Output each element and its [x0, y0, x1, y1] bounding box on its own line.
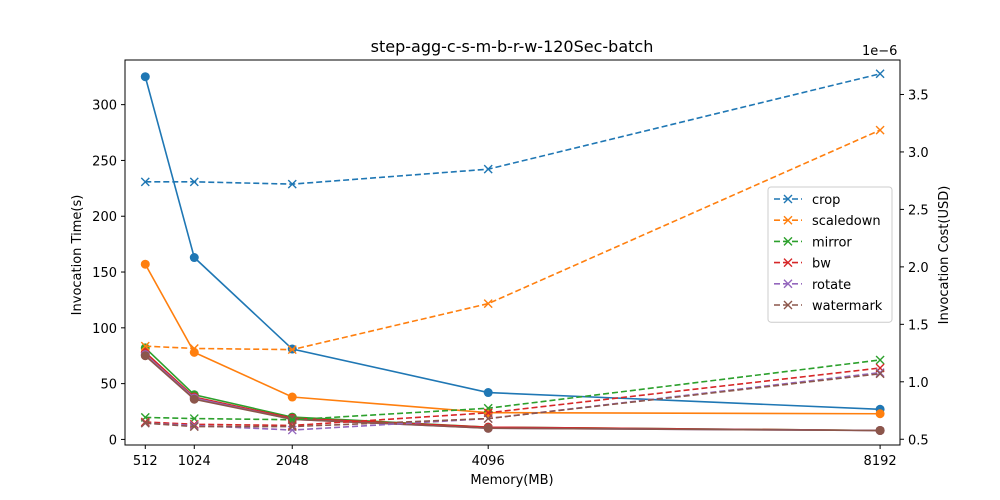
right-y-tick-label: 2.5: [908, 203, 929, 218]
legend-marker-crop: [783, 194, 793, 204]
right-y-axis-label: Invocation Cost(USD): [937, 186, 952, 325]
time-point-crop: [189, 253, 199, 263]
cost-point-scaledown: [483, 299, 493, 309]
legend-marker-rotate: [783, 279, 793, 289]
time-point-watermark: [875, 425, 885, 435]
right-y-tick-label: 1.5: [908, 318, 929, 333]
cost-point-crop: [483, 164, 493, 174]
left-y-tick-label: 150: [92, 266, 117, 281]
legend-label-scaledown: scaledown: [812, 214, 881, 229]
right-y-tick-label: 3.5: [908, 88, 929, 103]
cost-point-watermark: [483, 414, 493, 424]
cost-series-line-bw: [145, 367, 881, 427]
cost-point-crop: [140, 177, 150, 187]
time-point-crop: [140, 72, 150, 82]
x-tick-label: 8192: [864, 454, 897, 469]
plot-frame: [124, 59, 901, 446]
legend-label-watermark: watermark: [812, 299, 883, 314]
left-y-tick-label: 0: [109, 433, 117, 448]
time-point-scaledown: [875, 409, 885, 419]
chart-title: step-agg-c-s-m-b-r-w-120Sec-batch: [371, 37, 654, 56]
x-tick-label: 2048: [276, 454, 309, 469]
cost-point-scaledown: [140, 341, 150, 351]
left-y-axis-label: Invocation Time(s): [70, 195, 85, 316]
cost-point-watermark: [287, 422, 297, 432]
legend: crop scaledown mirror bw rotate watermark: [767, 186, 893, 323]
cost-point-scaledown: [287, 345, 297, 355]
cost-point-watermark: [875, 369, 885, 379]
legend-box: [767, 186, 893, 323]
right-y-tick-label: 3.0: [908, 146, 929, 161]
left-y-tick-label: 100: [92, 322, 117, 337]
time-series-line-mirror: [144, 347, 881, 432]
cost-point-crop: [287, 179, 297, 189]
left-y-tick-label: 300: [92, 99, 117, 114]
cost-point-rotate: [875, 368, 885, 378]
legend-marker-mirror: [783, 236, 793, 246]
cost-point-crop: [875, 69, 885, 79]
cost-series-line-crop: [145, 73, 881, 185]
cost-point-watermark: [189, 422, 199, 432]
legend-marker-watermark: [783, 300, 793, 310]
time-point-watermark: [189, 394, 199, 404]
cost-point-scaledown: [189, 343, 199, 353]
left-y-tick-label: 250: [92, 154, 117, 169]
right-y-tick-label: 1.0: [908, 376, 929, 391]
time-point-scaledown: [140, 259, 150, 269]
axes-layer: 512 1024 2048 4096 8192 0 50 100 150 200 250 300 0.5…: [92, 88, 929, 469]
cost-point-watermark: [140, 418, 150, 428]
cost-point-mirror: [875, 355, 885, 365]
legend-label-rotate: rotate: [812, 278, 851, 293]
plot-layer: [140, 69, 885, 435]
right-axis-multiplier: 1e−6: [862, 44, 897, 59]
x-axis-label: Memory(MB): [470, 473, 553, 488]
legend-label-mirror: mirror: [812, 235, 852, 250]
time-point-scaledown: [287, 392, 297, 402]
x-tick-label: 4096: [472, 454, 505, 469]
right-y-tick-label: 2.0: [908, 261, 929, 276]
legend-label-crop: crop: [812, 193, 840, 208]
x-tick-label: 1024: [178, 454, 211, 469]
legend-marker-scaledown: [783, 215, 793, 225]
cost-point-rotate: [189, 420, 199, 430]
left-y-tick-label: 200: [92, 210, 117, 225]
right-y-tick-label: 0.5: [908, 433, 929, 448]
legend-label-bw: bw: [812, 257, 831, 272]
time-point-watermark: [140, 351, 150, 361]
time-point-watermark: [483, 423, 493, 433]
cost-point-crop: [189, 177, 199, 187]
left-y-tick-label: 50: [100, 378, 117, 393]
x-tick-label: 512: [133, 454, 158, 469]
cost-point-bw: [140, 417, 150, 427]
legend-marker-bw: [783, 258, 793, 268]
time-point-crop: [483, 388, 493, 398]
cost-point-scaledown: [875, 125, 885, 135]
